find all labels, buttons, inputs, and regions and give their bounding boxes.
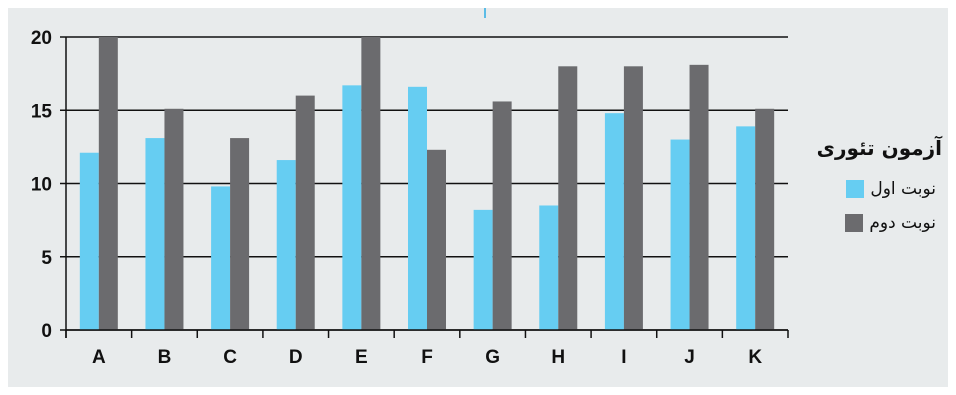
y-tick-label: 10 [31, 175, 52, 196]
bar-C-series-1 [211, 186, 231, 330]
legend-swatch-series-1 [846, 180, 865, 198]
legend-title: آزمون تئوری [816, 136, 942, 160]
x-tick-label: A [92, 347, 106, 368]
x-tick-label: I [621, 347, 626, 368]
bar-E-series-2 [361, 37, 381, 330]
chart: 0 5 10 15 20 A B C D E F G H I J K آزمون تئوری نوبت اول… [8, 8, 948, 387]
bar-A-series-1 [79, 152, 99, 330]
legend-label-series-1: نوبت اول [870, 179, 936, 199]
x-tick-label: D [289, 347, 303, 368]
legend-item-series-2: نوبت دوم [778, 206, 948, 240]
bar-K-series-2 [755, 108, 775, 330]
bar-B-series-2 [164, 108, 184, 330]
top-marker [484, 8, 486, 18]
bar-J-series-2 [689, 64, 709, 331]
x-tick-label: K [748, 347, 762, 368]
bar-I-series-1 [604, 113, 624, 331]
bar-B-series-1 [145, 138, 165, 330]
x-tick-label: F [421, 347, 433, 368]
bar-H-series-1 [539, 205, 559, 330]
x-tick-label: B [158, 347, 172, 368]
bar-C-series-2 [230, 138, 250, 330]
bar-G-series-2 [492, 101, 512, 331]
y-tick-label: 5 [41, 248, 52, 269]
x-tick-label: J [684, 347, 695, 368]
legend: آزمون تئوری نوبت اول نوبت دوم [778, 136, 948, 240]
y-tick-label: 20 [31, 28, 52, 49]
bar-D-series-2 [295, 95, 315, 330]
bar-A-series-2 [98, 37, 118, 330]
x-tick-label: G [485, 347, 500, 368]
bar-J-series-1 [670, 139, 690, 330]
y-tick-label: 0 [41, 321, 52, 342]
legend-swatch-series-2 [845, 214, 864, 232]
legend-label-series-2: نوبت دوم [869, 213, 936, 233]
bar-F-series-1 [408, 86, 427, 330]
bar-F-series-2 [427, 149, 446, 330]
bar-D-series-1 [276, 160, 296, 330]
bar-E-series-1 [342, 85, 362, 330]
y-tick-label: 15 [31, 101, 53, 122]
bar-chart-plot: 0 5 10 15 20 A B C D E F G H I J K [31, 28, 789, 368]
x-tick-label: H [551, 347, 565, 368]
bar-G-series-1 [473, 209, 493, 330]
bar-K-series-1 [736, 126, 756, 331]
bar-H-series-2 [558, 66, 578, 331]
x-tick-label: E [355, 347, 368, 368]
x-tick-label: C [223, 347, 237, 368]
legend-item-series-1: نوبت اول [778, 172, 948, 206]
bar-I-series-2 [623, 66, 643, 331]
